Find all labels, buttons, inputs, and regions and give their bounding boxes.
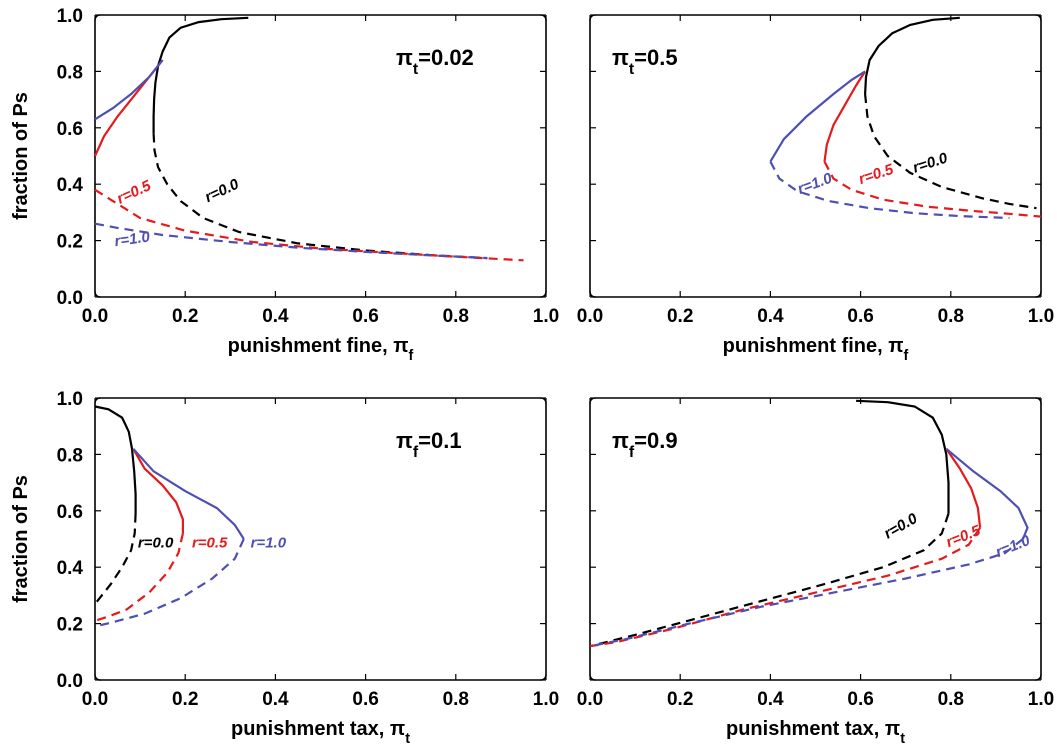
series-r=0.0-stable-branch	[856, 399, 950, 514]
y-tick-label: 0.2	[57, 232, 83, 253]
series-r=0.0-stable-branch	[152, 16, 249, 134]
series-r=0.5-unstable-branch	[94, 533, 184, 622]
x-tick-label: 0.8	[938, 689, 964, 710]
series-r=0.0-stable-branch	[94, 405, 137, 514]
y-tick-label: 0.6	[57, 502, 83, 523]
y-axis-label: fraction of Ps	[10, 475, 32, 603]
x-tick-label: 0.8	[443, 689, 469, 710]
x-tick-label: 0.2	[172, 306, 198, 327]
panel-parameter-label: πt=0.5	[612, 45, 678, 78]
panel-parameter-label: πf=0.9	[612, 428, 678, 461]
x-tick-label: 0.0	[82, 689, 108, 710]
y-tick-label: 0.8	[57, 445, 83, 466]
x-tick-label: 1.0	[1028, 306, 1054, 327]
plot-frame	[589, 14, 1042, 298]
x-tick-label: 0.2	[172, 689, 198, 710]
y-tick-label: 0.2	[57, 615, 83, 636]
panel-parameter-label: πf=0.1	[396, 428, 462, 461]
series-r=1.0-unstable-branch	[769, 161, 1010, 220]
curve-label: r=0.0	[138, 534, 174, 551]
series-r=1.0-stable-branch	[945, 447, 1029, 540]
x-tick-label: 1.0	[533, 306, 559, 327]
series-r=1.0-unstable-branch	[94, 222, 488, 260]
series-r=1.0-unstable-branch	[94, 538, 245, 628]
x-tick-label: 0.4	[262, 306, 289, 327]
x-axis-label: punishment fine, πf	[723, 335, 909, 364]
series-r=1.0-stable-branch	[769, 70, 866, 163]
series-r=0.0-stable-branch	[864, 16, 960, 95]
curve-label: r=0.0	[911, 149, 951, 176]
plot-frame	[94, 397, 547, 681]
curve-label: r=0.5	[114, 177, 154, 208]
series-r=0.5-unstable-branch	[589, 527, 982, 648]
panels: 0.0 0.2 0.4 0.6 0.8 1.0 0.0 0.2 0.4 0.6 0.8 1.0 puni…	[10, 6, 1054, 747]
curve-label: r=1.0	[251, 534, 287, 551]
chart-panel-2: 0.0 0.2 0.4 0.6 0.8 1.0 punishment fine, πf πt=…	[577, 14, 1054, 364]
x-tick-label: 1.0	[533, 689, 559, 710]
x-tick-label: 0.6	[847, 689, 873, 710]
chart-panel-4: 0.0 0.2 0.4 0.6 0.8 1.0 punishment tax, πt πf=0…	[577, 397, 1054, 747]
x-tick-label: 0.4	[757, 689, 784, 710]
x-axis-label: punishment tax, πt	[726, 718, 905, 747]
curve-label: r=0.5	[192, 534, 228, 551]
series-r=1.0-stable-branch	[94, 59, 164, 121]
curve-label: r=0.0	[202, 175, 242, 206]
x-axis-label: punishment tax, πt	[231, 718, 410, 747]
x-tick-label: 0.4	[757, 306, 784, 327]
x-tick-label: 1.0	[1028, 689, 1054, 710]
x-tick-label: 0.6	[352, 306, 378, 327]
curve-label: r=0.0	[881, 510, 921, 543]
curve-label: r=0.5	[944, 522, 984, 551]
y-tick-label: 1.0	[57, 389, 83, 410]
y-tick-label: 0.4	[57, 175, 84, 196]
series-r=0.5-stable-branch	[823, 70, 867, 162]
plot-frame	[94, 14, 547, 298]
chart-panel-1: 0.0 0.2 0.4 0.6 0.8 1.0 0.0 0.2 0.4 0.6 0.8 1.0 puni…	[10, 6, 559, 364]
y-tick-label: 1.0	[57, 6, 83, 27]
series-r=1.0-unstable-branch	[589, 538, 1024, 648]
x-tick-label: 0.8	[938, 306, 964, 327]
x-tick-label: 0.2	[667, 306, 693, 327]
series-r=0.5-stable-branch	[945, 448, 982, 528]
y-tick-label: 0.4	[57, 558, 84, 579]
panel-parameter-label: πt=0.02	[396, 45, 474, 78]
curve-label: r=1.0	[113, 228, 151, 250]
x-tick-label: 0.6	[847, 306, 873, 327]
curve-label: r=1.0	[795, 170, 835, 198]
series-r=0.0-unstable-branch	[94, 513, 137, 605]
series-r=0.0-unstable-branch	[589, 513, 950, 648]
series-r=0.0-unstable-branch	[864, 93, 1037, 210]
series-r=0.5-unstable-branch	[823, 161, 1042, 218]
x-tick-label: 0.8	[443, 306, 469, 327]
x-tick-label: 0.6	[352, 689, 378, 710]
series-r=1.0-stable-branch	[132, 448, 245, 540]
y-tick-label: 0.0	[57, 671, 83, 692]
x-axis-label: punishment fine, πf	[228, 335, 414, 364]
x-tick-label: 0.4	[262, 689, 289, 710]
chart-panel-3: 0.0 0.2 0.4 0.6 0.8 1.0 0.0 0.2 0.4 0.6 0.8 1.0 puni…	[10, 389, 559, 747]
x-tick-label: 0.0	[577, 306, 603, 327]
y-tick-label: 0.0	[57, 288, 83, 309]
curve-label: r=1.0	[993, 532, 1033, 561]
series-r=0.5-unstable-branch	[94, 188, 524, 262]
curve-label: r=0.5	[857, 161, 897, 188]
y-axis-label: fraction of Ps	[10, 92, 32, 220]
x-tick-label: 0.0	[577, 689, 603, 710]
y-tick-label: 0.6	[57, 119, 83, 140]
x-tick-label: 0.2	[667, 689, 693, 710]
x-tick-label: 0.0	[82, 306, 108, 327]
series-r=0.5-stable-branch	[132, 448, 184, 534]
y-tick-label: 0.8	[57, 62, 83, 83]
plot-frame	[589, 397, 1042, 681]
